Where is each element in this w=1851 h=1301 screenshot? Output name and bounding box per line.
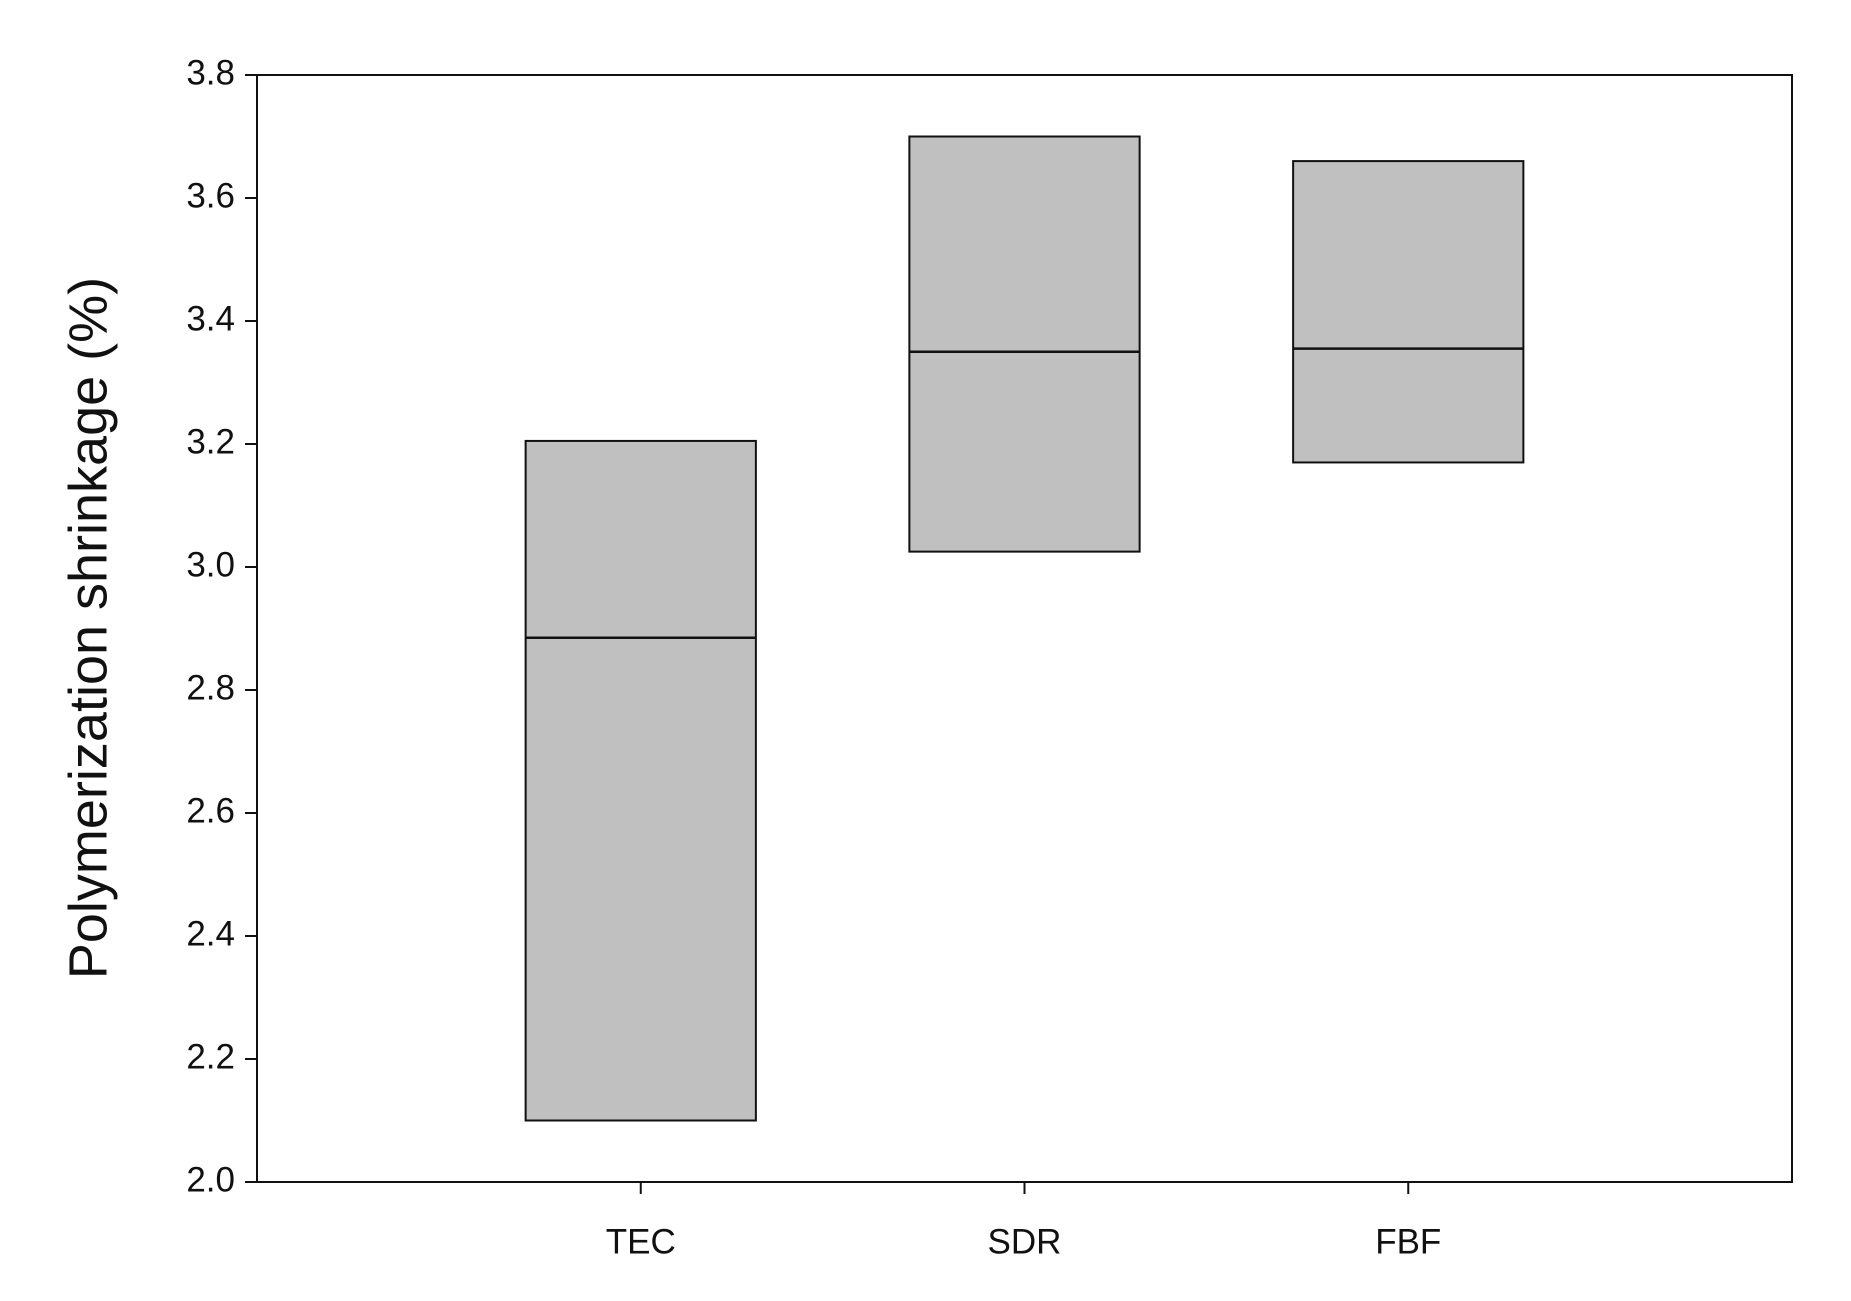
x-tick-label: SDR — [988, 1222, 1062, 1261]
y-axis-label: Polymerization shrinkage (%) — [58, 277, 118, 979]
y-tick-label: 3.6 — [186, 176, 235, 215]
box — [908, 135, 1141, 553]
y-tick-label: 2.8 — [186, 668, 235, 707]
y-tick-label: 2.2 — [186, 1037, 235, 1076]
y-tick-label: 3.0 — [186, 545, 235, 584]
y-tick-label: 3.8 — [186, 53, 235, 92]
box — [524, 439, 757, 1122]
y-tick-label: 2.6 — [186, 791, 235, 830]
y-tick-label: 3.2 — [186, 422, 235, 461]
y-tick-label: 2.4 — [186, 914, 235, 953]
box — [1292, 160, 1525, 464]
x-tick-label: FBF — [1375, 1222, 1441, 1261]
y-tick-label: 2.0 — [186, 1160, 235, 1199]
y-tick-label: 3.4 — [186, 299, 235, 338]
x-tick-label: TEC — [606, 1222, 676, 1261]
